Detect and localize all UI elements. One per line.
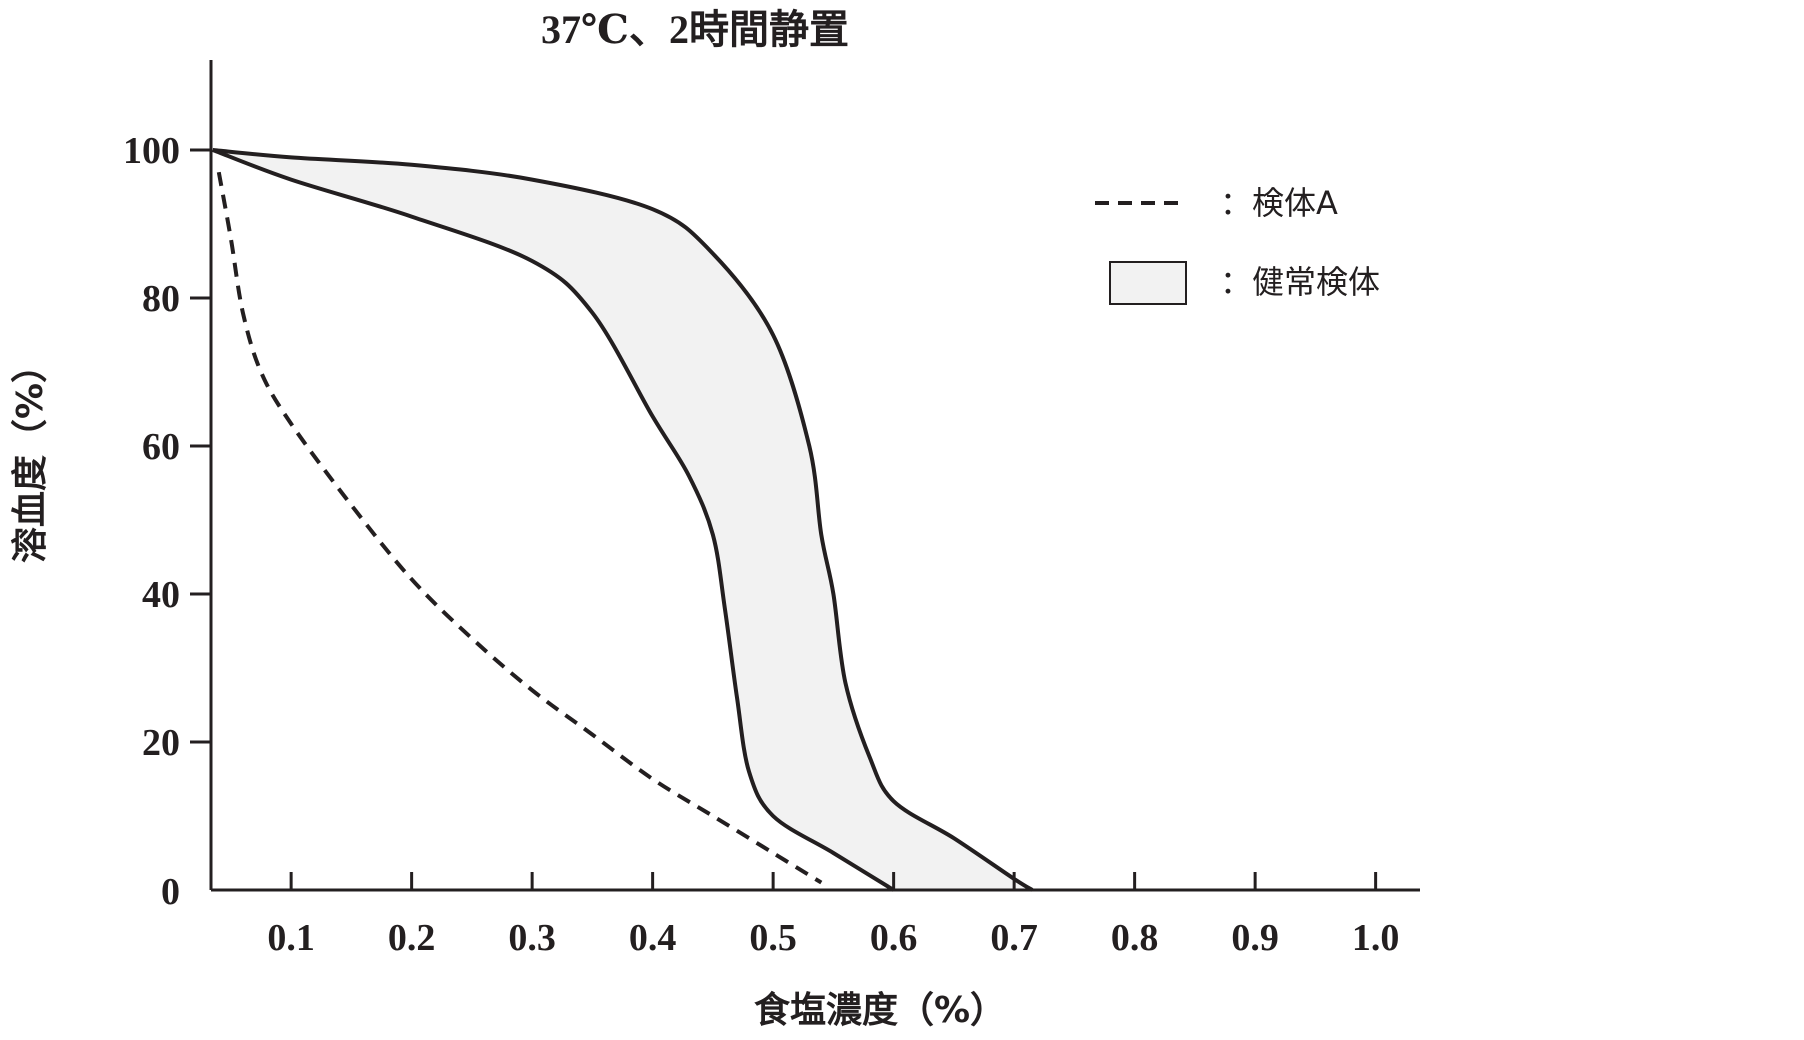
legend: ：検体A ：健常検体 [1095, 184, 1380, 305]
chart-title: 37℃、2時間静置 [541, 7, 849, 52]
x-tick-label: 0.9 [1231, 917, 1279, 959]
plot-area [212, 148, 1034, 892]
y-tick-label: 60 [142, 426, 180, 468]
x-tick-label: 0.4 [629, 917, 677, 959]
x-tick-label: 0.7 [990, 917, 1038, 959]
normal-range-upper-line [212, 148, 1034, 892]
legend-label-sample-a: ：検体A [1220, 184, 1338, 222]
y-tick-label: 80 [142, 278, 180, 320]
y-tick-label: 20 [142, 722, 180, 764]
sample-a-line [216, 171, 823, 885]
y-axis-label: 溶血度（%） [10, 347, 51, 563]
x-tick-label: 1.0 [1352, 917, 1400, 959]
x-ticks: 0.1 0.2 0.3 0.4 0.5 0.6 0.7 0.8 0.9 1.0 [267, 872, 1399, 959]
legend-label-normal: ：健常検体 [1220, 263, 1380, 301]
normal-range-lower-line [212, 148, 895, 892]
y-ticks: 0 20 40 60 80 100 [123, 130, 211, 913]
x-tick-label: 0.1 [267, 917, 315, 959]
x-axis-label: 食塩濃度（%） [754, 990, 1006, 1031]
y-tick-label: 100 [123, 130, 180, 172]
x-tick-label: 0.2 [388, 917, 436, 959]
y-tick-label: 0 [161, 871, 180, 913]
y-tick-label: 40 [142, 574, 180, 616]
x-tick-label: 0.6 [870, 917, 918, 959]
x-tick-label: 0.3 [508, 917, 556, 959]
x-tick-label: 0.5 [749, 917, 797, 959]
normal-range-band [212, 150, 1033, 890]
x-tick-label: 0.8 [1111, 917, 1159, 959]
legend-fill-swatch [1109, 261, 1187, 305]
